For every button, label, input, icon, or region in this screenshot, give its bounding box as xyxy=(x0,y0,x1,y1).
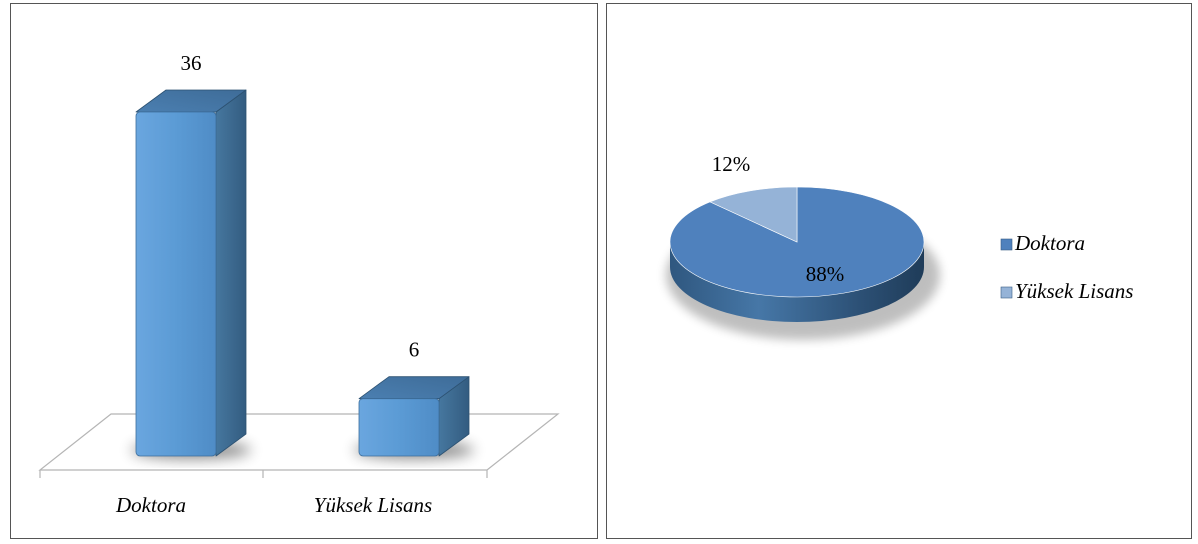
chart-floor xyxy=(38,413,560,478)
bar-front-face xyxy=(135,111,217,457)
bar-data-label: 36 xyxy=(181,51,202,75)
bar-yuksek-lisans xyxy=(354,376,474,459)
pie-chart: 88% 12% Doktora Yüksek Lisans xyxy=(666,152,1133,340)
bar-front-face xyxy=(358,398,440,457)
bar-doktora xyxy=(131,89,251,459)
bar-side-face xyxy=(215,89,247,457)
pie-side-wall xyxy=(670,242,924,322)
pie-data-label-yuksek-lisans: 12% xyxy=(712,152,751,176)
legend-label-yuksek-lisans: Yüksek Lisans xyxy=(1015,279,1133,303)
category-label-doktora: Doktora xyxy=(115,493,186,517)
bar-chart-panel: 36 Doktora 6 Yüksek Lisans xyxy=(10,3,598,539)
legend-swatch-yuksek-lisans xyxy=(1000,286,1013,299)
pie-data-label-doktora: 88% xyxy=(806,262,845,286)
category-label-yuksek-lisans: Yüksek Lisans xyxy=(314,493,432,517)
pie-legend: Doktora Yüksek Lisans xyxy=(1000,231,1133,303)
legend-label-doktora: Doktora xyxy=(1014,231,1085,255)
pie-slice-doktora xyxy=(669,186,925,298)
pie-slice-yuksek-lisans xyxy=(709,186,798,243)
pie-chart-panel: 88% 12% Doktora Yüksek Lisans xyxy=(606,3,1192,539)
legend-swatch-doktora xyxy=(1000,238,1013,251)
bar-data-label: 6 xyxy=(409,338,420,362)
bar-chart: 36 Doktora 6 Yüksek Lisans xyxy=(38,51,560,517)
